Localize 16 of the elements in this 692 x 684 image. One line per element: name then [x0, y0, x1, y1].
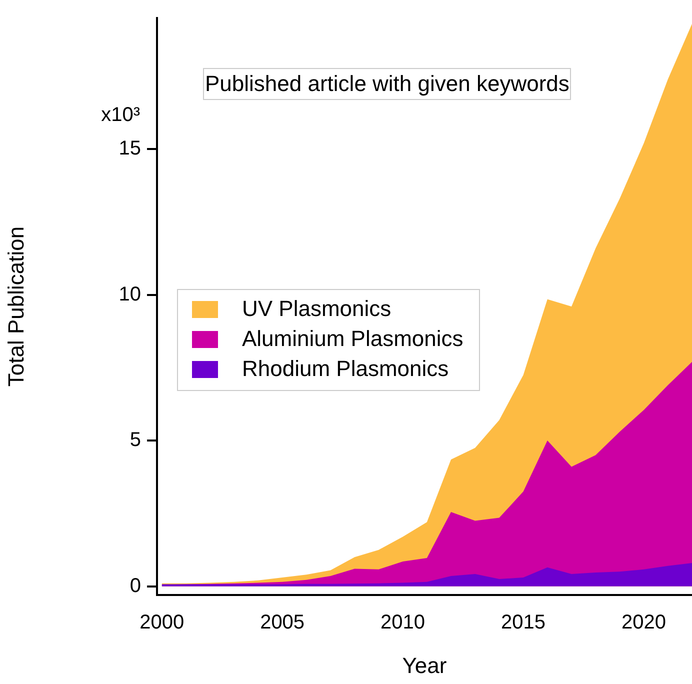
text: x10³ [101, 104, 140, 127]
y-tick-label: 15 [118, 138, 141, 160]
y-axis-title: Total Publication [3, 226, 28, 387]
y-tick-label: 0 [130, 574, 141, 597]
legend-label: UV Plasmonics [242, 296, 392, 322]
y-tick-label: 5 [130, 429, 141, 452]
legend-label: Aluminium Plasmonics [242, 326, 464, 352]
x-tick-label: 2015 [501, 612, 546, 634]
x-tick-label: 2020 [622, 612, 666, 634]
x-tick-label: 2010 [380, 612, 426, 634]
text: Published article with given keywords [203, 68, 572, 100]
x-tick-label: 2000 [140, 612, 184, 634]
legend-label: Rhodium Plasmonics [242, 356, 449, 382]
y-tick-label: 10 [118, 283, 141, 306]
x-tick-label: 2005 [260, 612, 305, 634]
x-axis-title: Year [402, 652, 447, 678]
